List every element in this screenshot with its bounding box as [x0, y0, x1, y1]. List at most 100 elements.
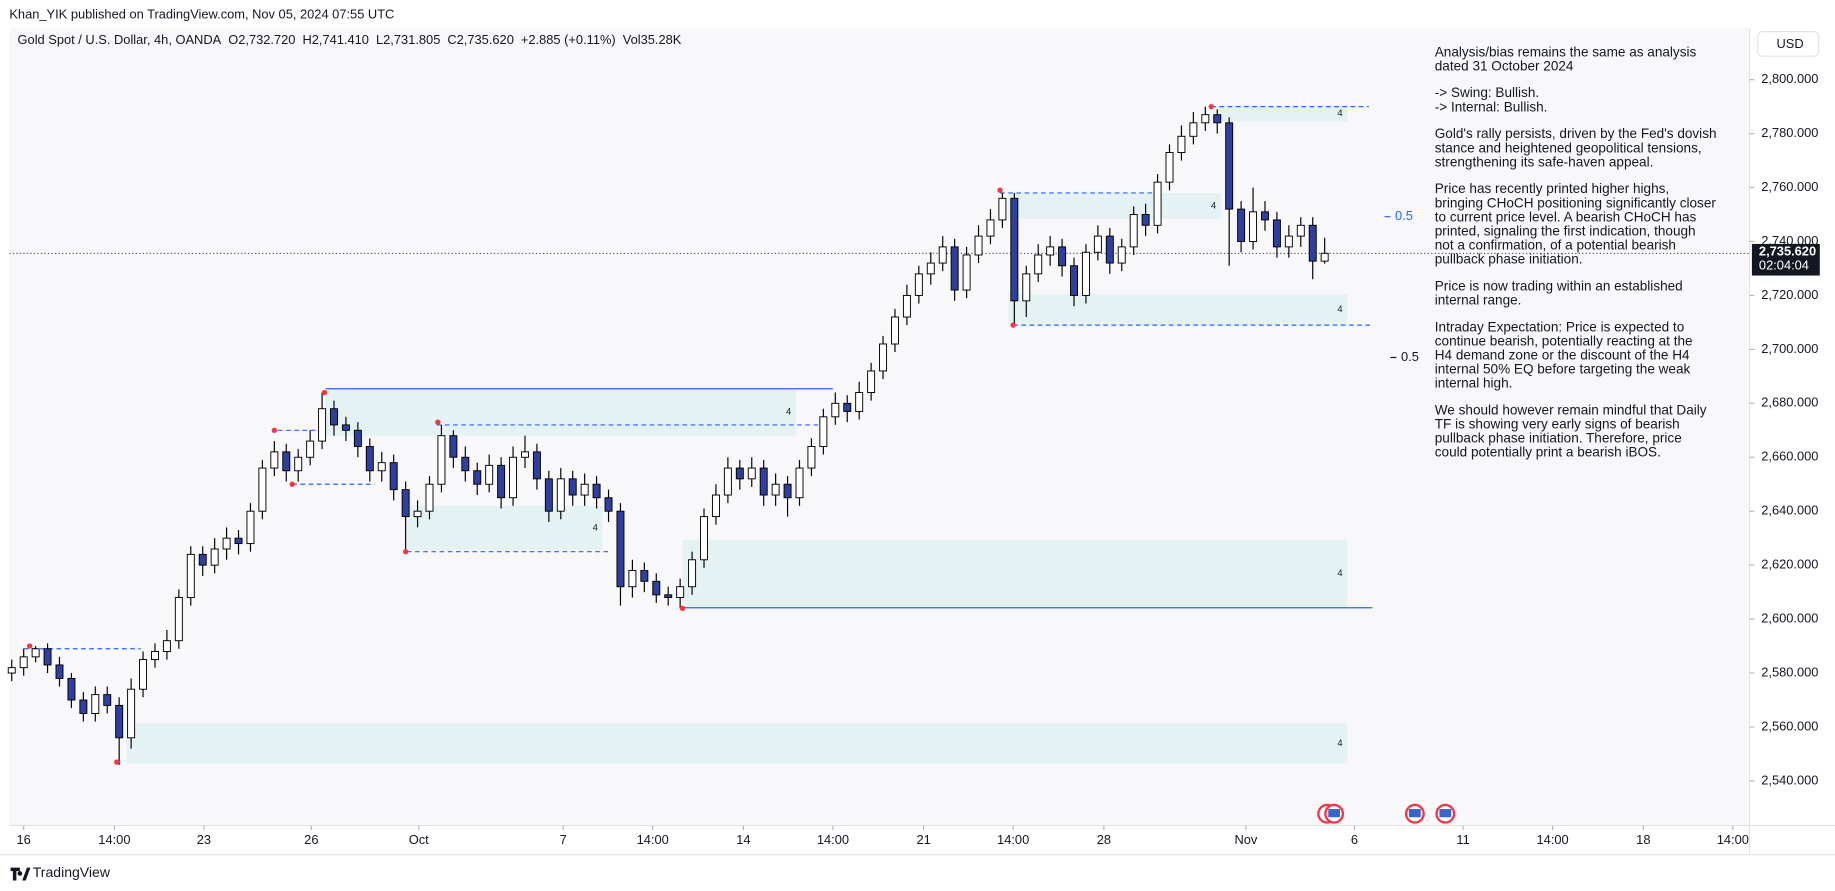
legend-value: 2,732.720	[238, 32, 295, 47]
candle-body	[1201, 114, 1210, 124]
candle-body	[1105, 235, 1114, 264]
pivot	[1010, 322, 1016, 328]
candle-body	[509, 456, 518, 499]
x-tick-label: 23	[197, 832, 211, 847]
x-tick-label: Nov	[1234, 832, 1257, 847]
candle-body	[544, 478, 553, 512]
candle-body	[592, 483, 601, 499]
y-tick-label: 2,800.000	[1761, 71, 1818, 86]
y-tick-label: 2,540.000	[1761, 772, 1818, 787]
candle-body	[521, 451, 529, 458]
zone	[1008, 193, 1221, 220]
x-tick-label: 11	[1456, 832, 1469, 847]
candle-body	[497, 464, 506, 499]
candle-body	[1308, 224, 1317, 262]
note-line: could potentially print a bearish iBOS.	[1435, 445, 1661, 460]
note-line: internal 50% EQ before targeting the wea…	[1435, 362, 1691, 377]
candle-body	[747, 467, 756, 480]
note-line: continue bearish, potentially reacting a…	[1435, 333, 1693, 348]
candle-body	[1022, 273, 1031, 302]
candle-body	[1284, 235, 1293, 248]
candle-body	[210, 548, 219, 566]
candle-body	[1261, 211, 1269, 221]
candle-body	[353, 429, 362, 447]
candle-body	[282, 451, 291, 472]
candle-body	[926, 262, 935, 275]
zone	[325, 388, 796, 436]
zone-label: 4	[1337, 304, 1342, 314]
candle-body	[914, 273, 923, 296]
zone-label: 4	[1337, 108, 1342, 118]
legend-value: 2,735.620	[457, 32, 514, 47]
logo-icon	[10, 867, 31, 881]
candle-body	[437, 435, 446, 485]
note-line: internal range.	[1435, 292, 1522, 307]
pivot	[26, 643, 33, 649]
candle-body	[1010, 197, 1019, 302]
legend-key: Vol	[623, 32, 641, 47]
candle-body	[1141, 214, 1150, 226]
x-tick-label: 14:00	[817, 832, 849, 847]
event-flags	[1317, 803, 1456, 824]
candle-body	[234, 537, 243, 545]
note-line: Intraday Expectation: Price is expected …	[1435, 319, 1684, 334]
candle-body	[485, 464, 494, 485]
x-tick-label: 21	[916, 832, 930, 847]
candle-body	[580, 483, 589, 496]
currency[interactable]: USD	[1776, 36, 1803, 51]
x-tick-label: 14	[736, 832, 750, 847]
candle-body	[55, 664, 64, 679]
candle-body	[723, 467, 732, 496]
y-tick-label: 2,760.000	[1761, 179, 1818, 194]
currency-button[interactable]	[1757, 31, 1820, 57]
candle-body	[150, 650, 159, 661]
note-line: internal high.	[1435, 376, 1513, 391]
zone	[1008, 293, 1348, 326]
candle-body	[1225, 122, 1234, 210]
note-line: stance and heightened geopolitical tensi…	[1435, 140, 1702, 155]
x-tick-label: 14:00	[98, 832, 130, 847]
candle-body	[162, 640, 171, 652]
zone	[126, 723, 1348, 764]
eq-label: 0.5	[1395, 208, 1413, 223]
note-line: TF is showing very early signs of bearis…	[1435, 417, 1680, 432]
candle-body	[473, 470, 482, 485]
candle-body	[938, 246, 947, 264]
candle-body	[1046, 246, 1055, 256]
candle-body	[771, 483, 780, 496]
pivot	[114, 759, 120, 765]
zone-label: 4	[1337, 738, 1342, 748]
y-tick-label: 2,780.000	[1761, 125, 1818, 140]
candle-body	[1093, 235, 1102, 253]
note-line: -> Internal: Bullish.	[1435, 99, 1548, 114]
legend-key: H	[302, 32, 311, 47]
note-line: pullback phase initiation. Therefore, pr…	[1435, 431, 1682, 446]
legend-key: L	[376, 32, 383, 47]
x-tick-label: 28	[1097, 832, 1111, 847]
candle-body	[807, 446, 816, 469]
candle-body	[556, 478, 565, 512]
candle-body	[664, 594, 673, 598]
y-tick-label: 2,680.000	[1761, 395, 1818, 410]
zone-label: 4	[1337, 568, 1342, 578]
candle-body	[1177, 135, 1186, 153]
pivot	[271, 427, 278, 433]
candle-body	[79, 699, 88, 714]
candle-body	[198, 553, 207, 566]
x-tick-label: 14:00	[1537, 832, 1569, 847]
candle-body	[676, 586, 685, 598]
candle-body	[1189, 122, 1198, 137]
candle-body	[1237, 208, 1246, 242]
symbol-title: Gold Spot / U.S. Dollar, 4h, OANDA	[18, 32, 222, 47]
candle-body	[532, 451, 541, 480]
candle-body	[449, 435, 458, 458]
note-line: to current price level. A bearish CHoCH …	[1435, 209, 1697, 224]
candle-body	[365, 446, 374, 472]
last-price-badge	[1751, 243, 1820, 276]
candle-body	[640, 570, 649, 582]
legend-key: O	[228, 32, 238, 47]
candle-body	[294, 456, 303, 472]
